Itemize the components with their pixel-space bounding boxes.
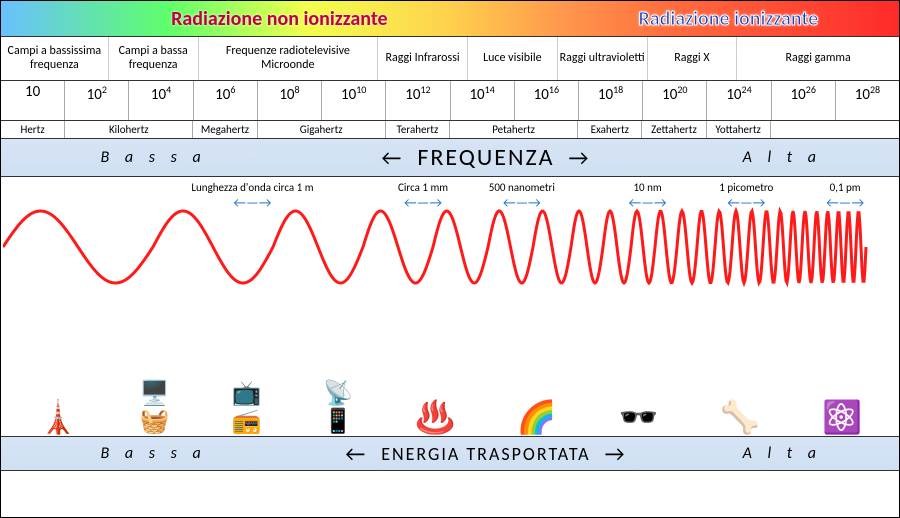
band-cell: Raggi ultravioletti bbox=[558, 37, 648, 80]
unit-cell: Gigahertz bbox=[258, 121, 386, 138]
unit-cell: Megahertz bbox=[193, 121, 257, 138]
wave-block: Lunghezza d'onda circa 1 m←—→Circa 1 mm←… bbox=[1, 177, 899, 307]
phone-icon: 📱 bbox=[323, 410, 353, 434]
icon-group: ⚛️ bbox=[822, 402, 862, 434]
energy-center-label: ← ENERGIA TRASPORTATA → bbox=[306, 440, 665, 467]
band-cell: Luce visibile bbox=[468, 37, 558, 80]
icon-group: 🖥️ 🧺 bbox=[140, 382, 170, 434]
unit-cell: Petahertz bbox=[450, 121, 578, 138]
icon-group: 📡📱 bbox=[323, 382, 353, 434]
computer-icon: 🖥️ bbox=[140, 382, 170, 406]
freq-cell: 1026 bbox=[772, 81, 836, 120]
arrow-left-icon: ← bbox=[381, 144, 403, 171]
freq-cell: 1010 bbox=[322, 81, 386, 120]
unit-cell: Zettahertz bbox=[642, 121, 706, 138]
freq-low-label: B a s s a bbox=[1, 148, 306, 167]
band-cell: Raggi X bbox=[648, 37, 738, 80]
energy-low-label: B a s s a bbox=[1, 444, 306, 463]
satellite-icon: 📡 bbox=[323, 382, 353, 406]
freq-cell: 1028 bbox=[836, 81, 899, 120]
freq-cell: 1018 bbox=[579, 81, 643, 120]
atom-icon: ⚛️ bbox=[822, 402, 862, 434]
unit-cell: Exahertz bbox=[578, 121, 642, 138]
band-cell: Campi a bassa frequenza bbox=[109, 37, 199, 80]
icon-group: 🗼 bbox=[38, 402, 78, 434]
frequency-row: 1010210410610810101012101410161018102010… bbox=[1, 81, 899, 121]
wave-curve bbox=[3, 177, 899, 307]
freq-cell: 1016 bbox=[515, 81, 579, 120]
sunglasses-icon: 🕶️ bbox=[619, 402, 659, 434]
arrow-left-icon: ← bbox=[345, 440, 367, 467]
bands-row: Campi a bassissima frequenzaCampi a bass… bbox=[1, 37, 899, 81]
freq-cell: 108 bbox=[258, 81, 322, 120]
unit-cell: Kilohertz bbox=[65, 121, 193, 138]
freq-cell: 1024 bbox=[707, 81, 771, 120]
freq-cell: 10 bbox=[1, 81, 65, 120]
arrow-right-icon: → bbox=[569, 144, 591, 171]
icon-group: 🕶️ bbox=[619, 402, 659, 434]
rainbow-icon: 🌈 bbox=[517, 402, 557, 434]
band-cell: Campi a bassissima frequenza bbox=[1, 37, 109, 80]
heater-icon: ♨️ bbox=[415, 402, 455, 434]
unit-cell: Yottahertz bbox=[707, 121, 771, 138]
unit-cell: Terahertz bbox=[386, 121, 450, 138]
freq-cell: 1012 bbox=[386, 81, 450, 120]
freq-cell: 1014 bbox=[451, 81, 515, 120]
energy-label-bar: B a s s a ← ENERGIA TRASPORTATA → A l t … bbox=[1, 437, 899, 471]
energy-center-text: ENERGIA TRASPORTATA bbox=[381, 443, 590, 465]
energy-high-label: A l t a bbox=[666, 444, 899, 463]
header-bar: Radiazione non ionizzante Radiazione ion… bbox=[1, 1, 899, 37]
unit-cell: Hertz bbox=[1, 121, 65, 138]
freq-center-text: FREQUENZA bbox=[417, 143, 554, 172]
freq-cell: 102 bbox=[65, 81, 129, 120]
washer-icon: 🧺 bbox=[140, 410, 170, 434]
band-cell: Frequenze radiotelevisive Microonde bbox=[199, 37, 379, 80]
icon-group: 🌈 bbox=[517, 402, 557, 434]
freq-cell: 106 bbox=[194, 81, 258, 120]
header-nonionizing: Radiazione non ionizzante bbox=[1, 1, 558, 36]
frequency-label-bar: B a s s a ← FREQUENZA → A l t a bbox=[1, 139, 899, 177]
icon-group: 📺📻 bbox=[232, 382, 262, 434]
icon-group: ♨️ bbox=[415, 402, 455, 434]
freq-cell: 104 bbox=[129, 81, 193, 120]
unit-row: HertzKilohertzMegahertzGigahertzTerahert… bbox=[1, 121, 899, 139]
radio-icon: 📻 bbox=[232, 410, 262, 434]
power-tower-icon: 🗼 bbox=[38, 402, 78, 434]
xray-icon: 🦴 bbox=[720, 402, 760, 434]
band-cell: Raggi Infrarossi bbox=[378, 37, 468, 80]
unit-cell bbox=[771, 121, 899, 138]
spectrum-infographic: Radiazione non ionizzante Radiazione ion… bbox=[0, 0, 900, 518]
arrow-right-icon: → bbox=[605, 440, 627, 467]
freq-center-label: ← FREQUENZA → bbox=[306, 143, 665, 172]
tv-icon: 📺 bbox=[232, 382, 262, 406]
band-cell: Raggi gamma bbox=[737, 37, 899, 80]
header-ionizing: Radiazione ionizzante bbox=[558, 1, 899, 36]
freq-high-label: A l t a bbox=[666, 148, 899, 167]
icon-group: 🦴 bbox=[720, 402, 760, 434]
freq-cell: 1020 bbox=[643, 81, 707, 120]
examples-row: 🗼🖥️🧺📺📻📡📱♨️🌈🕶️🦴⚛️ bbox=[1, 307, 899, 437]
